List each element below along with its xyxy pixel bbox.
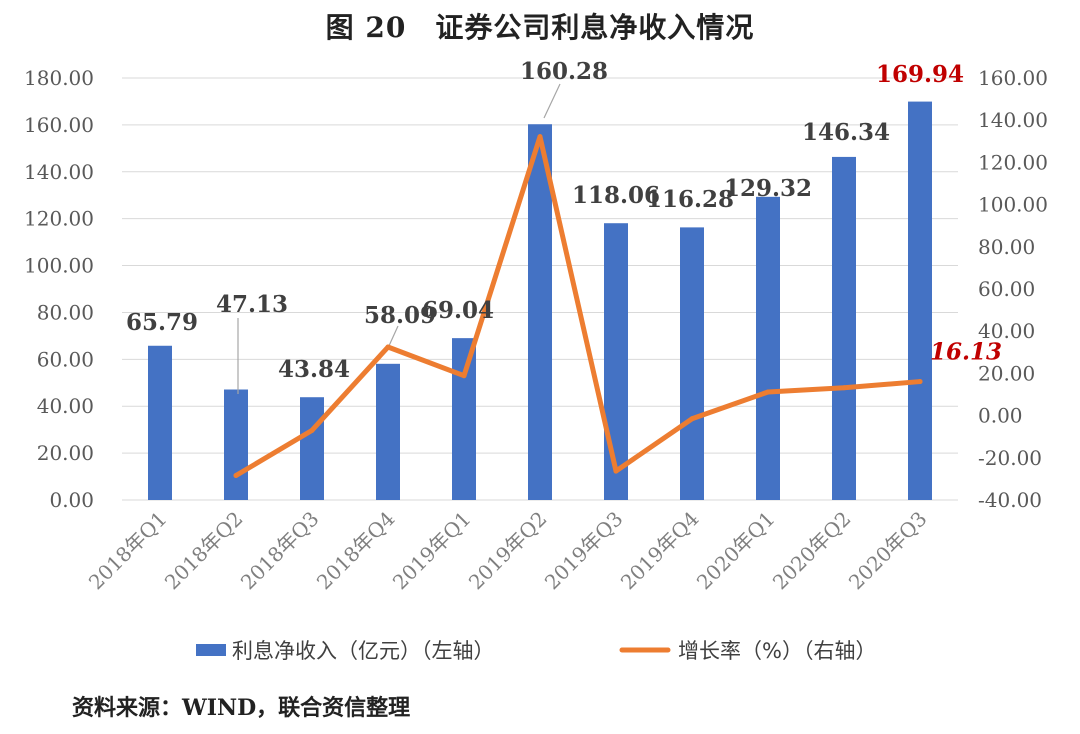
bar xyxy=(680,227,704,500)
right-tick-label: 160.00 xyxy=(978,66,1048,90)
right-tick-label: 120.00 xyxy=(978,150,1048,174)
left-tick-label: 180.00 xyxy=(24,66,94,90)
bar-data-label: 65.79 xyxy=(126,309,198,336)
line-point xyxy=(841,385,847,391)
right-tick-label: 20.00 xyxy=(978,361,1035,385)
line-point xyxy=(461,373,467,379)
left-tick-label: 160.00 xyxy=(24,113,94,137)
right-tick-label: 0.00 xyxy=(978,404,1023,428)
line-point xyxy=(917,379,923,385)
left-tick-label: 20.00 xyxy=(37,441,94,465)
legend-line-label: 增长率（%）（右轴） xyxy=(678,639,876,663)
left-tick-label: 60.00 xyxy=(37,347,94,371)
bar xyxy=(148,345,172,500)
category-label: 2019年Q2 xyxy=(464,507,552,595)
category-label: 2020年Q2 xyxy=(768,507,856,595)
legend: 利息净收入（亿元）（左轴） 增长率（%）（右轴） xyxy=(196,639,876,663)
right-axis-ticks: -40.00 -20.00 0.00 20.00 40.00 60.00 80.00 100.… xyxy=(978,66,1048,512)
category-label: 2018年Q3 xyxy=(236,507,324,595)
bar xyxy=(452,338,476,500)
leader-line xyxy=(387,325,399,349)
left-axis-ticks: 0.00 20.00 40.00 60.00 80.00 100.00 120.00 140.… xyxy=(24,66,94,512)
line-series: 16.13 xyxy=(233,134,1002,479)
chart-title: 图 20 证券公司利息净收入情况 xyxy=(325,11,755,44)
category-label: 2020年Q3 xyxy=(844,507,932,595)
leader-line xyxy=(543,83,561,119)
category-label: 2019年Q1 xyxy=(388,507,476,595)
line-point xyxy=(765,389,771,395)
bar xyxy=(224,389,248,500)
right-tick-label: -20.00 xyxy=(978,446,1042,470)
line-point xyxy=(537,134,543,140)
right-tick-label: 60.00 xyxy=(978,277,1035,301)
left-tick-label: 100.00 xyxy=(24,254,94,278)
left-tick-label: 80.00 xyxy=(37,300,94,324)
category-label: 2020年Q1 xyxy=(692,507,780,595)
line-data-label: 16.13 xyxy=(930,339,1002,366)
right-tick-label: 140.00 xyxy=(978,108,1048,132)
category-label: 2019年Q4 xyxy=(616,507,704,595)
legend-bar-swatch xyxy=(196,644,226,656)
bar-data-label: 43.84 xyxy=(278,356,350,383)
bar xyxy=(376,363,400,500)
line-point xyxy=(613,468,619,474)
right-tick-label: 100.00 xyxy=(978,193,1048,217)
bar-data-label: 129.32 xyxy=(724,175,812,202)
right-tick-label: 80.00 xyxy=(978,235,1035,259)
bar-data-label: 146.34 xyxy=(802,119,890,146)
bar-data-label: 160.28 xyxy=(520,58,608,85)
bar-data-label: 47.13 xyxy=(216,291,288,318)
bar xyxy=(528,124,552,500)
bar-data-label: 169.94 xyxy=(876,61,964,88)
bar-data-label: 116.28 xyxy=(646,186,734,213)
growth-line xyxy=(233,134,923,479)
bar-data-label: 118.06 xyxy=(572,182,660,209)
legend-bar-label: 利息净收入（亿元）（左轴） xyxy=(232,639,495,663)
leader-lines xyxy=(237,83,561,394)
line-point xyxy=(385,344,391,350)
left-tick-label: 120.00 xyxy=(24,207,94,231)
category-label: 2018年Q1 xyxy=(84,507,172,595)
left-tick-label: 40.00 xyxy=(37,394,94,418)
category-label: 2019年Q3 xyxy=(540,507,628,595)
line-point xyxy=(689,416,695,422)
bar xyxy=(604,223,628,500)
left-tick-label: 140.00 xyxy=(24,160,94,184)
bar xyxy=(832,156,856,500)
bar-series xyxy=(148,101,932,500)
bar-data-label: 69.04 xyxy=(422,297,494,324)
line-point xyxy=(309,427,315,433)
category-labels: 2018年Q12018年Q22018年Q32018年Q42019年Q12019年… xyxy=(84,507,932,595)
right-tick-label: -40.00 xyxy=(978,488,1042,512)
bar-data-label: 58.09 xyxy=(364,302,436,329)
bar xyxy=(908,101,932,500)
bar xyxy=(300,397,324,500)
category-label: 2018年Q4 xyxy=(312,507,400,595)
line-point xyxy=(233,473,239,479)
left-tick-label: 0.00 xyxy=(49,488,94,512)
right-tick-label: 40.00 xyxy=(978,319,1035,343)
category-label: 2018年Q2 xyxy=(160,507,248,595)
bar xyxy=(756,196,780,500)
source-note: 资料来源：WIND，联合资信整理 xyxy=(72,695,411,721)
